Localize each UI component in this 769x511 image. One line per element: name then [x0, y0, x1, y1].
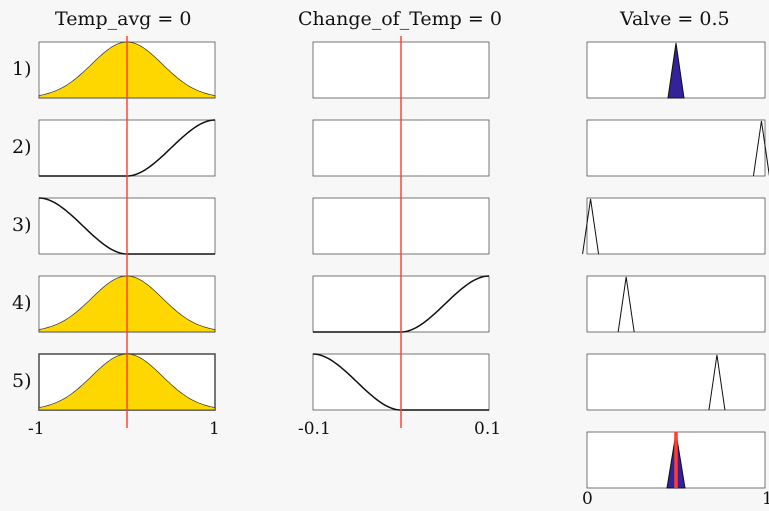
- temp-avg-header: Temp_avg = 0: [55, 8, 192, 30]
- valve-mf-outline-rule-5: [708, 354, 726, 411]
- valve-mf-outline-rule-3: [582, 198, 600, 255]
- valve-axis-min: 0: [582, 489, 593, 509]
- valve-panel-rule-2: [586, 119, 766, 177]
- temp-axis-min: -1: [28, 419, 45, 439]
- rule-label-3: 3): [12, 214, 32, 236]
- valve-panel-rule-3: [586, 197, 766, 255]
- temp-axis-max: 1: [209, 419, 220, 439]
- rule-label-2: 2): [12, 136, 32, 158]
- rule-label-4: 4): [12, 292, 32, 314]
- valve-mf-fill-rule-1: [667, 42, 685, 99]
- valve-axis-max: 1: [762, 489, 769, 509]
- valve-mf-outline-rule-4: [617, 276, 635, 333]
- rule-label-5: 5): [12, 370, 32, 392]
- valve-mf-outline-rule-2: [752, 120, 769, 177]
- valve-panel-rule-4: [586, 275, 766, 333]
- change-of-temp-header: Change_of_Temp = 0: [298, 8, 502, 30]
- change-axis-min: -0.1: [298, 419, 331, 439]
- change-axis-max: 0.1: [474, 419, 502, 439]
- valve-header: Valve = 0.5: [620, 8, 730, 30]
- rule-label-1: 1): [12, 58, 32, 80]
- valve-panel-rule-5: [586, 353, 766, 411]
